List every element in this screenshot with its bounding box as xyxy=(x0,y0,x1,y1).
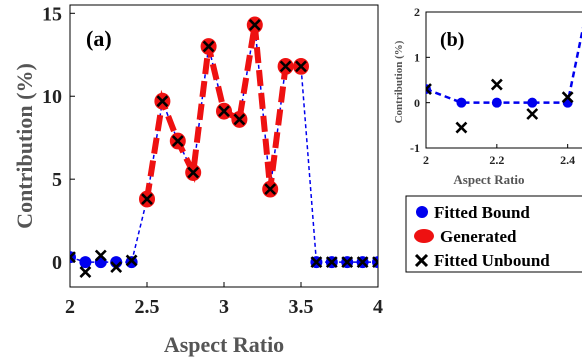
panel-b-ytick-label: -1 xyxy=(410,141,420,155)
panel-a-fitted-unbound-point xyxy=(295,60,307,73)
panel-a-xtick-label: 3 xyxy=(219,296,229,318)
legend-item-fitted-bound: Fitted Bound xyxy=(416,203,530,222)
panel-a-fitted-unbound-point xyxy=(310,256,323,269)
legend-marker-generated xyxy=(414,229,434,243)
panel-b-ytick-label: 1 xyxy=(414,51,420,65)
legend-item-generated: Generated xyxy=(414,227,517,246)
panel-a-ytick-label: 5 xyxy=(52,169,62,191)
panel-a-series xyxy=(70,16,378,278)
panel-a-fitted-unbound-point xyxy=(79,266,92,278)
panel-b-letter: (b) xyxy=(440,29,464,51)
panel-a-ytick-label: 0 xyxy=(52,252,62,274)
panel-a-fitted-unbound-point xyxy=(187,166,200,179)
panel-b-fitted-unbound-point xyxy=(526,108,539,120)
panel-a-ytick-label: 10 xyxy=(42,86,62,108)
panel-a-fitted-unbound-point xyxy=(356,256,369,269)
panel-a-fitted-unbound-point xyxy=(264,183,277,196)
panel-a-fitted-unbound-point xyxy=(94,249,107,262)
panel-a-xtick-label: 2 xyxy=(65,296,75,318)
legend-label-fitted-unbound: Fitted Unbound xyxy=(434,251,550,270)
legend-item-fitted-unbound: Fitted Unbound xyxy=(414,251,550,270)
panel-a-fitted-unbound-point xyxy=(156,95,169,108)
panel-a-xlabel: Aspect Ratio xyxy=(164,332,284,357)
legend-box xyxy=(405,195,582,273)
panel-b-fitted-bound-point xyxy=(491,97,502,108)
panel-a-fitted-unbound-point xyxy=(141,193,153,206)
panel-a-frame xyxy=(69,4,379,288)
legend-marker-fitted-bound xyxy=(416,206,428,218)
panel-b-xlabel: Aspect Ratio xyxy=(453,172,524,187)
panel-a-xtick-label: 3.5 xyxy=(289,296,314,318)
panel-a-fitted-unbound-point xyxy=(125,254,138,267)
panel-b-fitted-unbound-point xyxy=(561,91,574,104)
panel-a-fitted-unbound-point xyxy=(325,256,338,269)
panel-a-fitted-unbound-point xyxy=(372,256,378,269)
panel-b: 2 2.2 2.4 -1 0 1 2 (b) Aspect Ratio Contributi… xyxy=(393,5,582,187)
panel-b-ticks: 2 2.2 2.4 -1 0 1 2 xyxy=(410,5,575,167)
panel-a: 2 2.5 3 3.5 4 0 5 10 15 (a) Aspect Ratio Contrib… xyxy=(12,3,383,357)
panel-a-ylabel: Contribution (%) xyxy=(12,63,37,229)
panel-b-fitted-bound-point xyxy=(456,97,467,108)
legend-label-generated: Generated xyxy=(440,227,517,246)
legend: Fitted Bound Generated Fitted Unbound xyxy=(405,195,582,273)
panel-a-fitted-bound-point xyxy=(79,256,92,269)
legend-label-fitted-bound: Fitted Bound xyxy=(434,203,530,222)
panel-b-xtick-label: 2.4 xyxy=(560,153,575,167)
panel-b-series xyxy=(426,26,582,134)
panel-a-fitted-unbound-point xyxy=(279,60,292,73)
panel-a-letter: (a) xyxy=(86,26,112,51)
panel-b-frame xyxy=(425,11,582,149)
panel-a-xtick-label: 2.5 xyxy=(135,296,160,318)
panel-a-fitted-unbound-point xyxy=(171,135,184,147)
panel-a-fitted-unbound-point xyxy=(70,251,76,264)
panel-b-fitted-bound-line xyxy=(426,26,582,104)
panel-b-fitted-unbound-point xyxy=(455,121,468,134)
panel-a-fitted-unbound-point xyxy=(233,113,246,126)
panel-a-fitted-unbound-point xyxy=(202,40,215,53)
panel-b-xtick-label: 2 xyxy=(423,153,429,167)
panel-b-ylabel: Contribution (%) xyxy=(393,40,405,123)
panel-a-fitted-unbound-point xyxy=(110,261,123,274)
panel-a-xtick-label: 4 xyxy=(373,296,383,318)
panel-b-ytick-label: 0 xyxy=(414,96,420,110)
panel-b-fitted-bound-point xyxy=(527,97,538,108)
panel-b-xtick-label: 2.2 xyxy=(489,153,504,167)
panel-a-fitted-unbound-point xyxy=(248,18,261,31)
panel-a-fitted-unbound-point xyxy=(218,105,230,118)
panel-b-fitted-unbound-point xyxy=(490,78,503,91)
legend-marker-fitted-unbound xyxy=(414,253,429,268)
panel-a-fitted-unbound-point xyxy=(341,256,354,269)
panel-b-ytick-label: 2 xyxy=(414,5,420,19)
panel-a-ytick-label: 15 xyxy=(42,3,62,25)
panel-a-ticks: 2 2.5 3 3.5 4 0 5 10 15 xyxy=(42,3,383,318)
panel-b-fitted-unbound-point xyxy=(426,83,432,95)
panel-a-fitted-bound-line xyxy=(70,24,378,263)
